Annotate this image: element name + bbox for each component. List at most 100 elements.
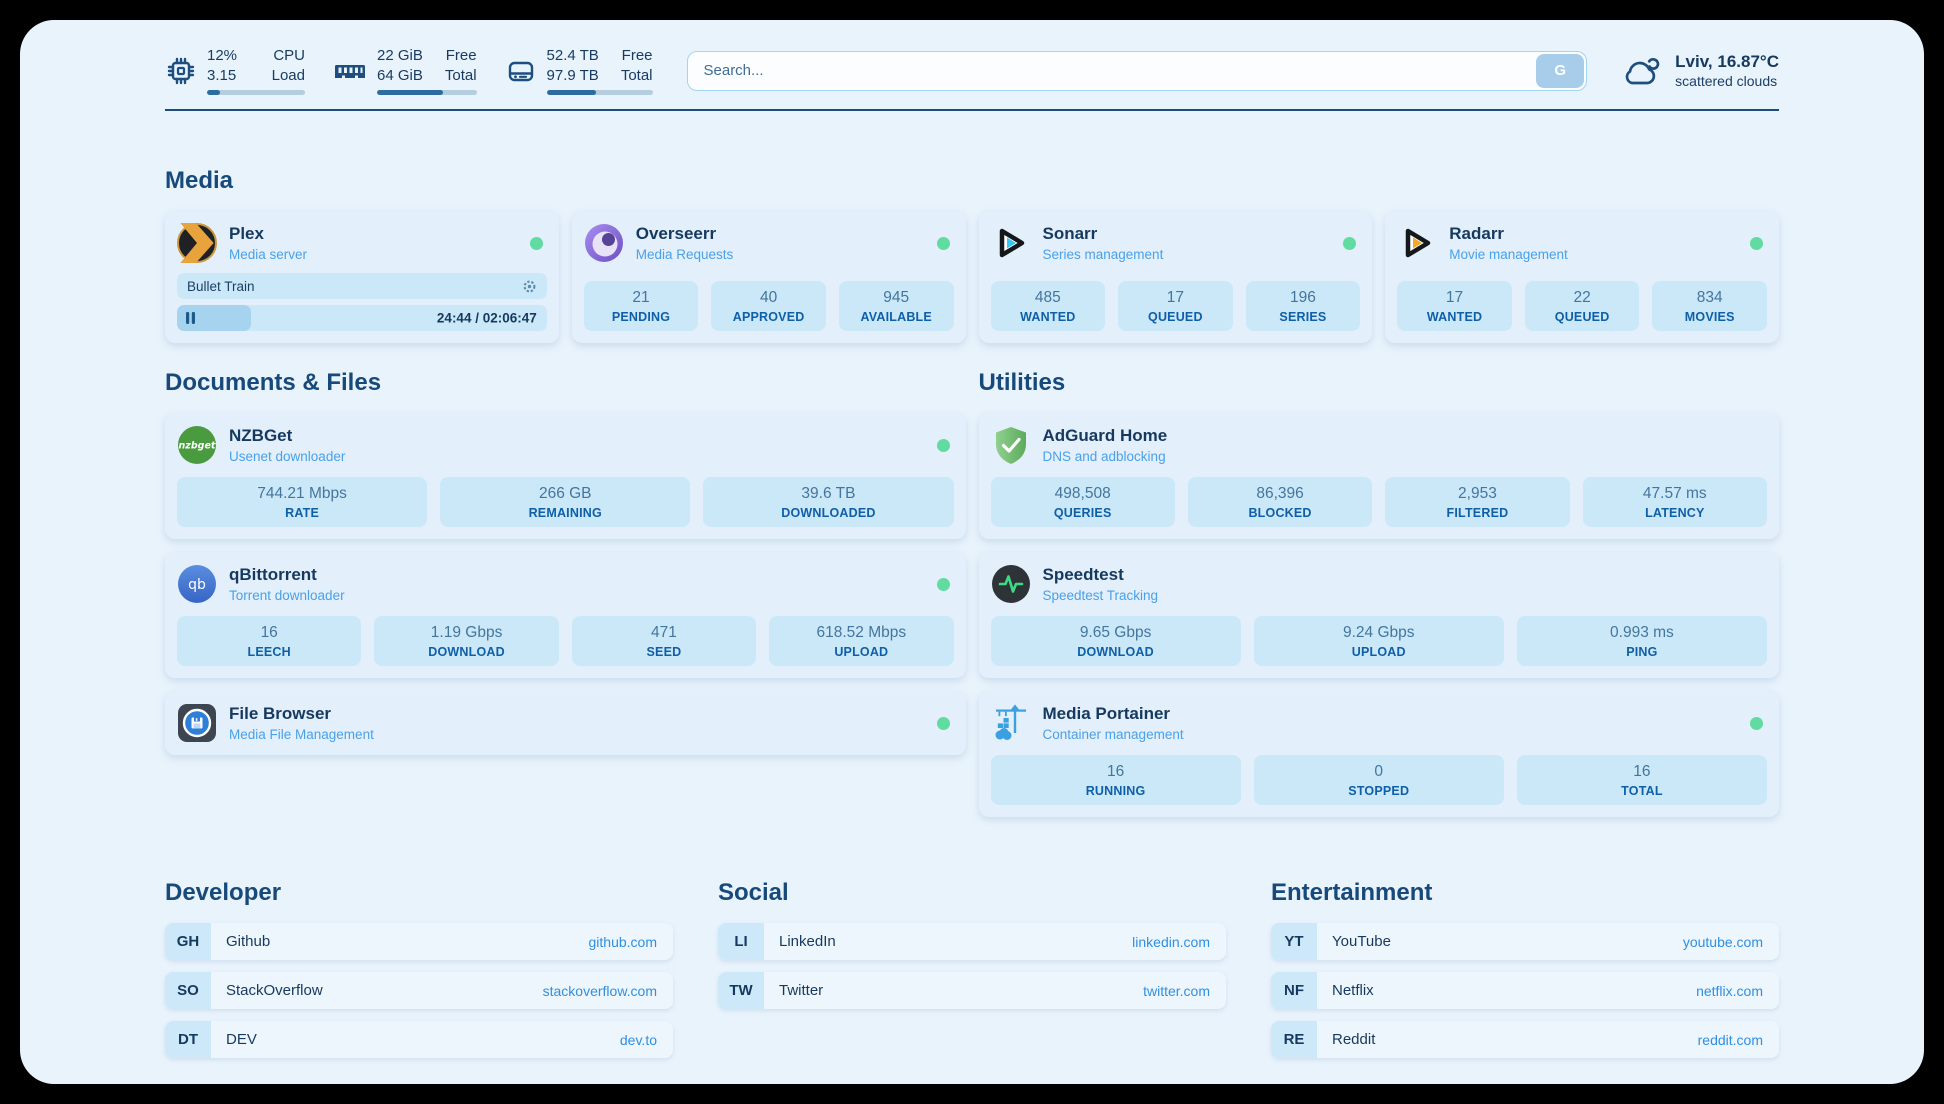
app-name: Media Portainer	[1042, 704, 1171, 724]
app-name: AdGuard Home	[1042, 426, 1168, 446]
stat-available: 945 AVAILABLE	[838, 281, 954, 331]
search-engine-button[interactable]: G	[1536, 53, 1585, 88]
documents-column: Documents & Files nzbget NZBGet Usenet d…	[165, 369, 966, 755]
app-subtitle: Movie management	[1449, 246, 1568, 262]
app-name: Overseerr	[635, 224, 717, 244]
bookmark-name: DEV	[226, 1031, 257, 1048]
app-name: Speedtest	[1042, 565, 1124, 585]
bookmark-url: netflix.com	[1696, 982, 1763, 999]
adguard-icon	[991, 425, 1031, 465]
stat-value: 17	[1166, 288, 1184, 306]
stat-queries: 498,508 QUERIES	[990, 477, 1175, 527]
settings-gear-icon[interactable]	[522, 279, 537, 294]
system-stats: 12% CPU 3.15 Load	[165, 46, 653, 95]
bookmark-netflix[interactable]: NF Netflix netflix.com	[1271, 972, 1779, 1009]
bookmark-reddit[interactable]: RE Reddit reddit.com	[1271, 1021, 1779, 1058]
bookmark-abbr: SO	[165, 972, 211, 1009]
stat-value: 0.993 ms	[1610, 623, 1674, 641]
bookmark-abbr: LI	[718, 923, 764, 960]
stat-value: 266 GB	[538, 484, 592, 502]
stat-value: 16	[260, 623, 278, 641]
cpu-load-value: 3.15	[207, 66, 237, 84]
bookmark-twitter[interactable]: TW Twitter twitter.com	[718, 972, 1226, 1009]
disk-progress-bar	[546, 90, 653, 95]
media-cards-row: Plex Media server Bullet Train 24:44 / 0…	[165, 211, 1779, 343]
stat-rate: 744.21 Mbps RATE	[177, 477, 428, 527]
stat-queued: 22 QUEUED	[1524, 281, 1640, 331]
bookmark-github[interactable]: GH Github github.com	[165, 923, 673, 960]
stat-total: 16 TOTAL	[1516, 755, 1767, 805]
stat-label: REMAINING	[528, 505, 602, 520]
utilities-column: Utilities AdGuard Home DNS and adblockin…	[978, 369, 1779, 817]
playback-progress-bar[interactable]: 24:44 / 02:06:47	[177, 305, 547, 331]
app-card-radarr[interactable]: Radarr Movie management 17 WANTED 22 QUE…	[1385, 211, 1779, 343]
stat-value: 834	[1696, 288, 1723, 306]
disk-free-label: Free	[621, 47, 653, 64]
stat-label: RATE	[285, 505, 320, 520]
stat-value: 22	[1573, 288, 1591, 306]
social-column: Social LI LinkedIn linkedin.com TW Twitt…	[718, 879, 1226, 1009]
stat-value: 945	[883, 288, 910, 306]
two-column-section: Documents & Files nzbget NZBGet Usenet d…	[165, 369, 1779, 817]
stat-label: AVAILABLE	[860, 309, 932, 324]
app-card-plex[interactable]: Plex Media server Bullet Train 24:44 / 0…	[165, 211, 559, 343]
status-online-dot	[1750, 716, 1763, 730]
bookmark-youtube[interactable]: YT YouTube youtube.com	[1271, 923, 1779, 960]
media-section-heading: Media	[165, 167, 234, 194]
stat-ping: 0.993 ms PING	[1516, 616, 1767, 666]
pause-icon[interactable]	[186, 312, 195, 324]
app-card-overseerr[interactable]: Overseerr Media Requests 21 PENDING 40 A…	[571, 211, 966, 343]
stat-series: 196 SERIES	[1245, 281, 1361, 331]
stat-movies: 834 MOVIES	[1652, 281, 1767, 331]
app-card-adguard[interactable]: AdGuard Home DNS and adblocking 498,508 …	[978, 413, 1779, 539]
bookmark-name: Reddit	[1332, 1031, 1376, 1048]
stat-label: PENDING	[611, 309, 671, 324]
disk-stat-widget: 52.4 TB Free 97.9 TB Total	[505, 46, 653, 95]
bookmark-url: reddit.com	[1697, 1031, 1763, 1048]
weather-location-temp: Lviv, 16.87°C	[1675, 52, 1779, 71]
stat-label: PING	[1626, 644, 1658, 659]
app-card-portainer[interactable]: Media Portainer Container management 16 …	[978, 691, 1779, 817]
overseerr-icon	[584, 223, 624, 263]
app-card-nzbget[interactable]: nzbget NZBGet Usenet downloader 744.21 M…	[165, 413, 966, 539]
stat-value: 47.57 ms	[1642, 484, 1707, 502]
stat-label: QUERIES	[1053, 505, 1112, 520]
stat-label: UPLOAD	[834, 644, 889, 659]
bookmark-url: linkedin.com	[1132, 933, 1210, 950]
bookmark-dev[interactable]: DT DEV dev.to	[165, 1021, 673, 1058]
social-heading: Social	[718, 879, 789, 906]
bookmark-abbr: RE	[1271, 1021, 1317, 1058]
stat-value: 9.24 Gbps	[1342, 623, 1415, 641]
bookmark-url: youtube.com	[1682, 933, 1763, 950]
stat-label: APPROVED	[732, 309, 805, 324]
app-subtitle: Media server	[229, 246, 308, 262]
stat-value: 9.65 Gbps	[1079, 623, 1152, 641]
bookmark-stackoverflow[interactable]: SO StackOverflow stackoverflow.com	[165, 972, 673, 1009]
sonarr-icon	[991, 223, 1031, 263]
app-subtitle: Container management	[1042, 726, 1184, 742]
documents-section-heading: Documents & Files	[165, 369, 382, 396]
app-card-speedtest[interactable]: Speedtest Speedtest Tracking 9.65 Gbps D…	[978, 552, 1779, 678]
radarr-icon	[1397, 223, 1437, 263]
disk-progress-fill	[546, 90, 597, 95]
status-online-dot	[936, 577, 950, 591]
stat-upload: 618.52 Mbps UPLOAD	[769, 616, 954, 666]
developer-column: Developer GH Github github.com SO StackO…	[165, 879, 673, 1058]
utilities-section-heading: Utilities	[978, 369, 1066, 396]
stat-label: QUEUED	[1554, 309, 1610, 324]
stat-label: MOVIES	[1684, 309, 1735, 324]
bookmark-url: twitter.com	[1143, 982, 1210, 999]
disk-total-value: 97.9 TB	[546, 66, 599, 84]
stat-label: TOTAL	[1621, 783, 1663, 798]
bookmark-name: Github	[226, 933, 271, 950]
search-input[interactable]	[686, 50, 1588, 91]
bookmark-name: Twitter	[779, 982, 824, 999]
app-card-filebrowser[interactable]: File Browser Media File Management	[165, 691, 966, 755]
app-card-qbittorrent[interactable]: qb qBittorrent Torrent downloader 16 LEE…	[165, 552, 966, 678]
speedtest-icon	[991, 564, 1031, 604]
app-card-sonarr[interactable]: Sonarr Series management 485 WANTED 17 Q…	[978, 211, 1373, 343]
stat-label: RUNNING	[1085, 783, 1146, 798]
bookmark-linkedin[interactable]: LI LinkedIn linkedin.com	[718, 923, 1226, 960]
stat-seed: 471 SEED	[571, 616, 757, 666]
app-name: Sonarr	[1042, 224, 1098, 244]
